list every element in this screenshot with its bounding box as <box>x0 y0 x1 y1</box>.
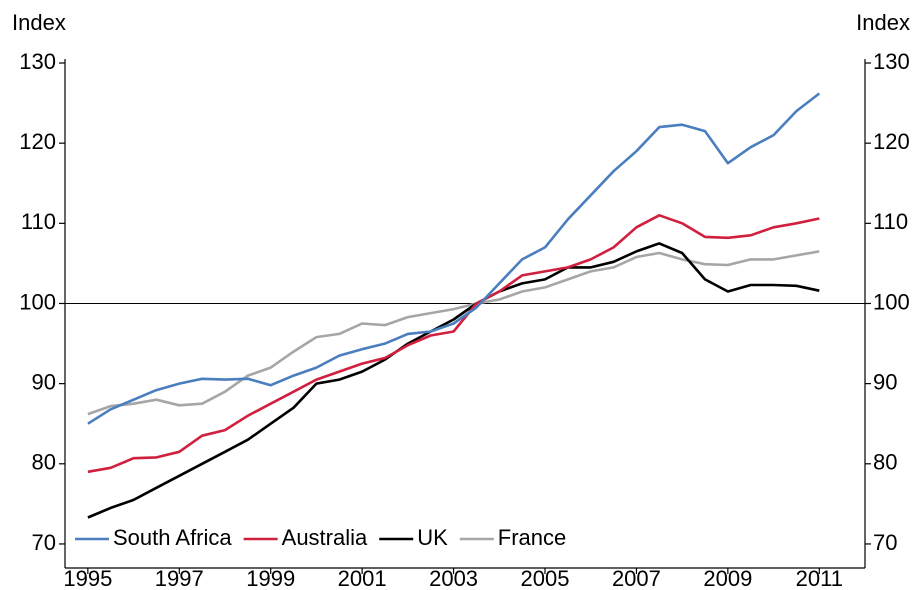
series-line <box>87 242 820 519</box>
y-tick-label: 110 <box>21 209 56 234</box>
legend-label: Australia <box>282 525 368 550</box>
y-axis-label: Index <box>12 10 66 35</box>
y2-tick-label: 90 <box>873 369 897 394</box>
legend-label: South Africa <box>113 525 232 550</box>
x-tick-label: 1995 <box>63 566 112 590</box>
x-tick-label: 2001 <box>338 566 387 590</box>
x-tick-label: 2009 <box>703 566 752 590</box>
y2-axis-label: Index <box>856 10 910 35</box>
series-line <box>87 250 820 416</box>
y-tick-label: 70 <box>32 530 56 555</box>
x-tick-label: 2003 <box>429 566 478 590</box>
x-tick-label: 1997 <box>155 566 204 590</box>
x-tick-label: 2007 <box>612 566 661 590</box>
legend-label: UK <box>417 525 448 550</box>
x-tick-label: 2005 <box>521 566 570 590</box>
legend-label: France <box>498 525 566 550</box>
y-tick-label: 130 <box>19 49 56 74</box>
y-tick-label: 100 <box>19 289 56 314</box>
y-tick-label: 120 <box>19 129 56 154</box>
y2-tick-label: 70 <box>873 530 897 555</box>
x-tick-label: 1999 <box>246 566 295 590</box>
y2-tick-label: 110 <box>873 209 908 234</box>
y-tick-label: 80 <box>32 450 56 475</box>
series-line <box>87 92 821 425</box>
series-line <box>87 214 820 474</box>
y2-tick-label: 130 <box>873 49 910 74</box>
y2-tick-label: 120 <box>873 129 910 154</box>
y2-tick-label: 100 <box>873 289 910 314</box>
y2-tick-label: 80 <box>873 450 897 475</box>
y-tick-label: 90 <box>32 369 56 394</box>
x-tick-label: 2011 <box>796 566 843 590</box>
